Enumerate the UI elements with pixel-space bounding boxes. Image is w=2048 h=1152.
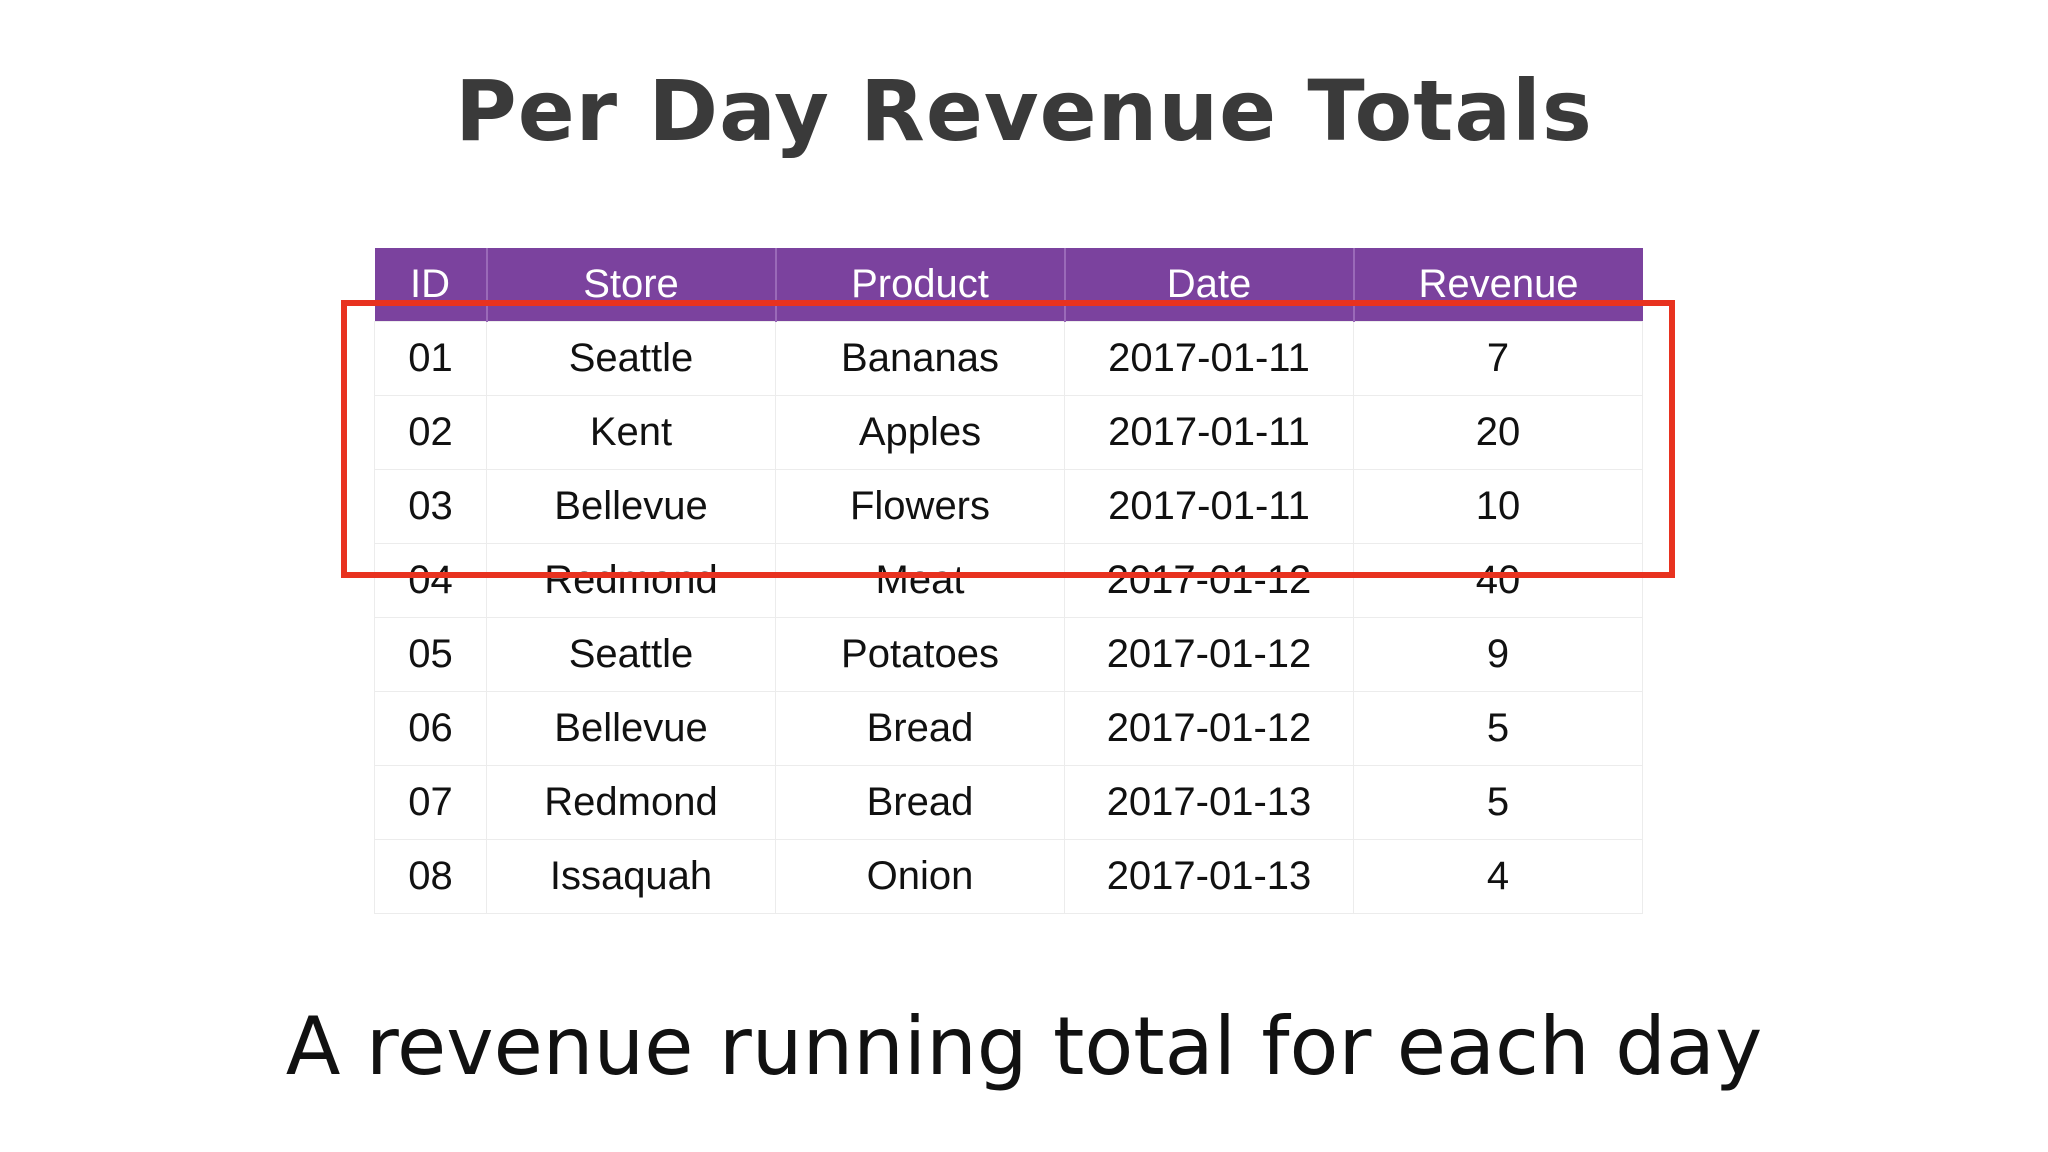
cell-id: 02 xyxy=(374,395,487,470)
cell-product: Bananas xyxy=(775,321,1065,396)
slide-caption: A revenue running total for each day xyxy=(285,1000,1763,1093)
cell-store: Issaquah xyxy=(486,839,776,914)
header-id: ID xyxy=(374,248,488,322)
cell-id: 05 xyxy=(374,617,487,692)
cell-product: Potatoes xyxy=(775,617,1065,692)
cell-store: Redmond xyxy=(486,765,776,840)
cell-id: 03 xyxy=(374,469,487,544)
cell-id: 04 xyxy=(374,543,487,618)
cell-revenue: 4 xyxy=(1353,839,1643,914)
table-row: 02 Kent Apples 2017-01-11 20 xyxy=(374,395,1643,470)
table-row: 03 Bellevue Flowers 2017-01-11 10 xyxy=(374,469,1643,544)
table-row: 01 Seattle Bananas 2017-01-11 7 xyxy=(374,321,1643,396)
cell-store: Seattle xyxy=(486,617,776,692)
cell-date: 2017-01-12 xyxy=(1064,617,1354,692)
cell-date: 2017-01-13 xyxy=(1064,839,1354,914)
table-row: 08 Issaquah Onion 2017-01-13 4 xyxy=(374,839,1643,914)
cell-store: Bellevue xyxy=(486,469,776,544)
cell-date: 2017-01-13 xyxy=(1064,765,1354,840)
cell-product: Flowers xyxy=(775,469,1065,544)
cell-revenue: 7 xyxy=(1353,321,1643,396)
table-row: 06 Bellevue Bread 2017-01-12 5 xyxy=(374,691,1643,766)
cell-store: Kent xyxy=(486,395,776,470)
revenue-table: ID Store Product Date Revenue 01 Seattle… xyxy=(374,248,1643,914)
cell-store: Redmond xyxy=(486,543,776,618)
cell-id: 06 xyxy=(374,691,487,766)
cell-date: 2017-01-11 xyxy=(1064,321,1354,396)
cell-revenue: 10 xyxy=(1353,469,1643,544)
cell-revenue: 5 xyxy=(1353,765,1643,840)
header-date: Date xyxy=(1064,248,1355,322)
header-store: Store xyxy=(486,248,777,322)
cell-store: Bellevue xyxy=(486,691,776,766)
table-row: 05 Seattle Potatoes 2017-01-12 9 xyxy=(374,617,1643,692)
header-product: Product xyxy=(775,248,1066,322)
cell-product: Onion xyxy=(775,839,1065,914)
table-row: 07 Redmond Bread 2017-01-13 5 xyxy=(374,765,1643,840)
cell-product: Bread xyxy=(775,691,1065,766)
cell-product: Bread xyxy=(775,765,1065,840)
cell-date: 2017-01-12 xyxy=(1064,691,1354,766)
table-row: 04 Redmond Meat 2017-01-12 40 xyxy=(374,543,1643,618)
slide-title: Per Day Revenue Totals xyxy=(455,62,1593,160)
cell-date: 2017-01-12 xyxy=(1064,543,1354,618)
table-header-row: ID Store Product Date Revenue xyxy=(374,248,1643,322)
cell-store: Seattle xyxy=(486,321,776,396)
cell-revenue: 5 xyxy=(1353,691,1643,766)
cell-revenue: 20 xyxy=(1353,395,1643,470)
cell-id: 07 xyxy=(374,765,487,840)
cell-date: 2017-01-11 xyxy=(1064,469,1354,544)
cell-id: 08 xyxy=(374,839,487,914)
cell-revenue: 9 xyxy=(1353,617,1643,692)
cell-id: 01 xyxy=(374,321,487,396)
cell-product: Apples xyxy=(775,395,1065,470)
header-revenue: Revenue xyxy=(1353,248,1643,322)
cell-product: Meat xyxy=(775,543,1065,618)
cell-date: 2017-01-11 xyxy=(1064,395,1354,470)
cell-revenue: 40 xyxy=(1353,543,1643,618)
